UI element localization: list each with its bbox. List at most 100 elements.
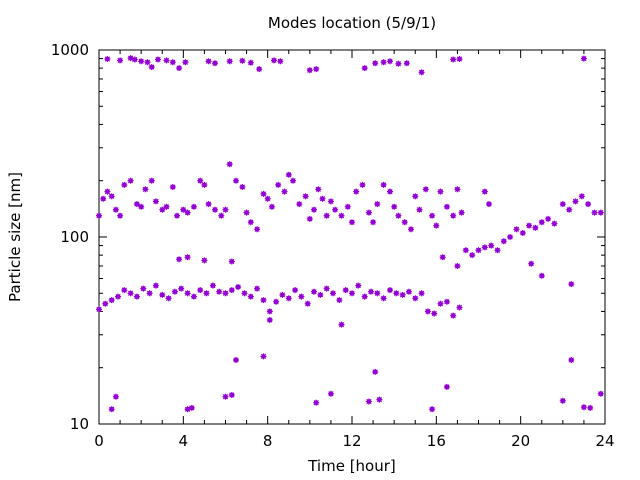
data-point [323, 212, 330, 219]
data-point [165, 295, 172, 302]
data-point [184, 254, 191, 261]
data-point [285, 171, 292, 178]
data-point [152, 198, 159, 205]
data-point [266, 317, 273, 323]
chart-title: Modes location (5/9/1) [268, 14, 436, 32]
data-point [454, 263, 461, 269]
data-point [159, 291, 166, 298]
data-point [368, 288, 374, 295]
data-point [228, 258, 235, 265]
data-point [131, 56, 138, 63]
data-point [559, 397, 566, 404]
data-point [403, 60, 410, 67]
data-point [456, 56, 463, 62]
data-point [133, 293, 140, 300]
data-point [323, 285, 330, 292]
data-point [212, 60, 218, 67]
data-point [486, 201, 492, 208]
data-point [405, 288, 412, 295]
data-point [112, 393, 119, 400]
data-point [399, 291, 406, 298]
data-point [454, 186, 461, 193]
data-point [264, 195, 271, 202]
data-point [279, 291, 286, 298]
data-point [127, 290, 134, 297]
data-point [416, 206, 423, 213]
data-point [228, 392, 235, 398]
y-axis-label: Particle size [nm] [6, 172, 24, 302]
data-point [475, 247, 482, 254]
data-point [566, 206, 573, 213]
data-point [327, 198, 334, 205]
data-point [209, 282, 216, 289]
data-point [239, 57, 246, 64]
data-point [163, 57, 170, 64]
data-point [212, 206, 218, 213]
data-point [458, 209, 465, 216]
data-point [393, 290, 400, 297]
data-point [96, 212, 102, 219]
data-point [188, 404, 195, 411]
data-point [226, 58, 233, 65]
data-point [133, 201, 140, 208]
data-point [138, 58, 145, 65]
data-point [450, 212, 457, 219]
data-point [450, 56, 457, 63]
data-point [387, 58, 393, 65]
data-point [431, 310, 438, 317]
y-tick-label: 10 [70, 415, 89, 433]
data-point [370, 219, 377, 226]
data-point [422, 186, 429, 193]
data-point [205, 58, 212, 65]
data-point [374, 290, 381, 297]
data-point [254, 226, 261, 233]
data-point [597, 390, 604, 397]
data-point [260, 190, 267, 197]
data-point [353, 188, 360, 195]
x-tick-label: 16 [427, 432, 446, 450]
data-point [355, 282, 362, 289]
data-point [290, 177, 296, 184]
data-point [481, 188, 488, 195]
data-point [526, 222, 533, 229]
data-point [500, 238, 507, 245]
data-point [155, 56, 161, 63]
data-point [481, 244, 488, 251]
data-point [108, 297, 115, 304]
data-point [304, 300, 311, 307]
data-point [439, 254, 446, 261]
data-point [117, 57, 124, 64]
data-point [281, 188, 288, 195]
data-point [268, 203, 275, 210]
data-point [178, 285, 185, 292]
axis-ticks [98, 49, 606, 425]
data-point [148, 64, 155, 71]
data-point [146, 290, 153, 297]
data-point [256, 66, 263, 73]
data-point [361, 65, 368, 72]
data-point [275, 181, 282, 188]
data-point [380, 295, 387, 302]
data-point [591, 209, 598, 216]
data-point [359, 181, 366, 188]
data-point [580, 404, 587, 411]
data-point [148, 177, 155, 184]
data-point [233, 177, 239, 184]
data-point [292, 287, 299, 294]
data-point [190, 203, 197, 210]
data-point [235, 284, 242, 290]
data-point [376, 396, 383, 403]
data-point [488, 242, 495, 249]
x-tick-label: 24 [595, 432, 614, 450]
data-point [169, 184, 176, 190]
x-tick-label: 8 [263, 432, 273, 450]
data-point [112, 206, 119, 213]
data-point [395, 212, 402, 219]
data-point [387, 188, 393, 195]
data-point [580, 55, 587, 62]
data-point [222, 290, 229, 297]
data-point [138, 203, 145, 210]
data-point [338, 321, 345, 328]
data-point [239, 184, 246, 190]
data-point [429, 406, 436, 413]
